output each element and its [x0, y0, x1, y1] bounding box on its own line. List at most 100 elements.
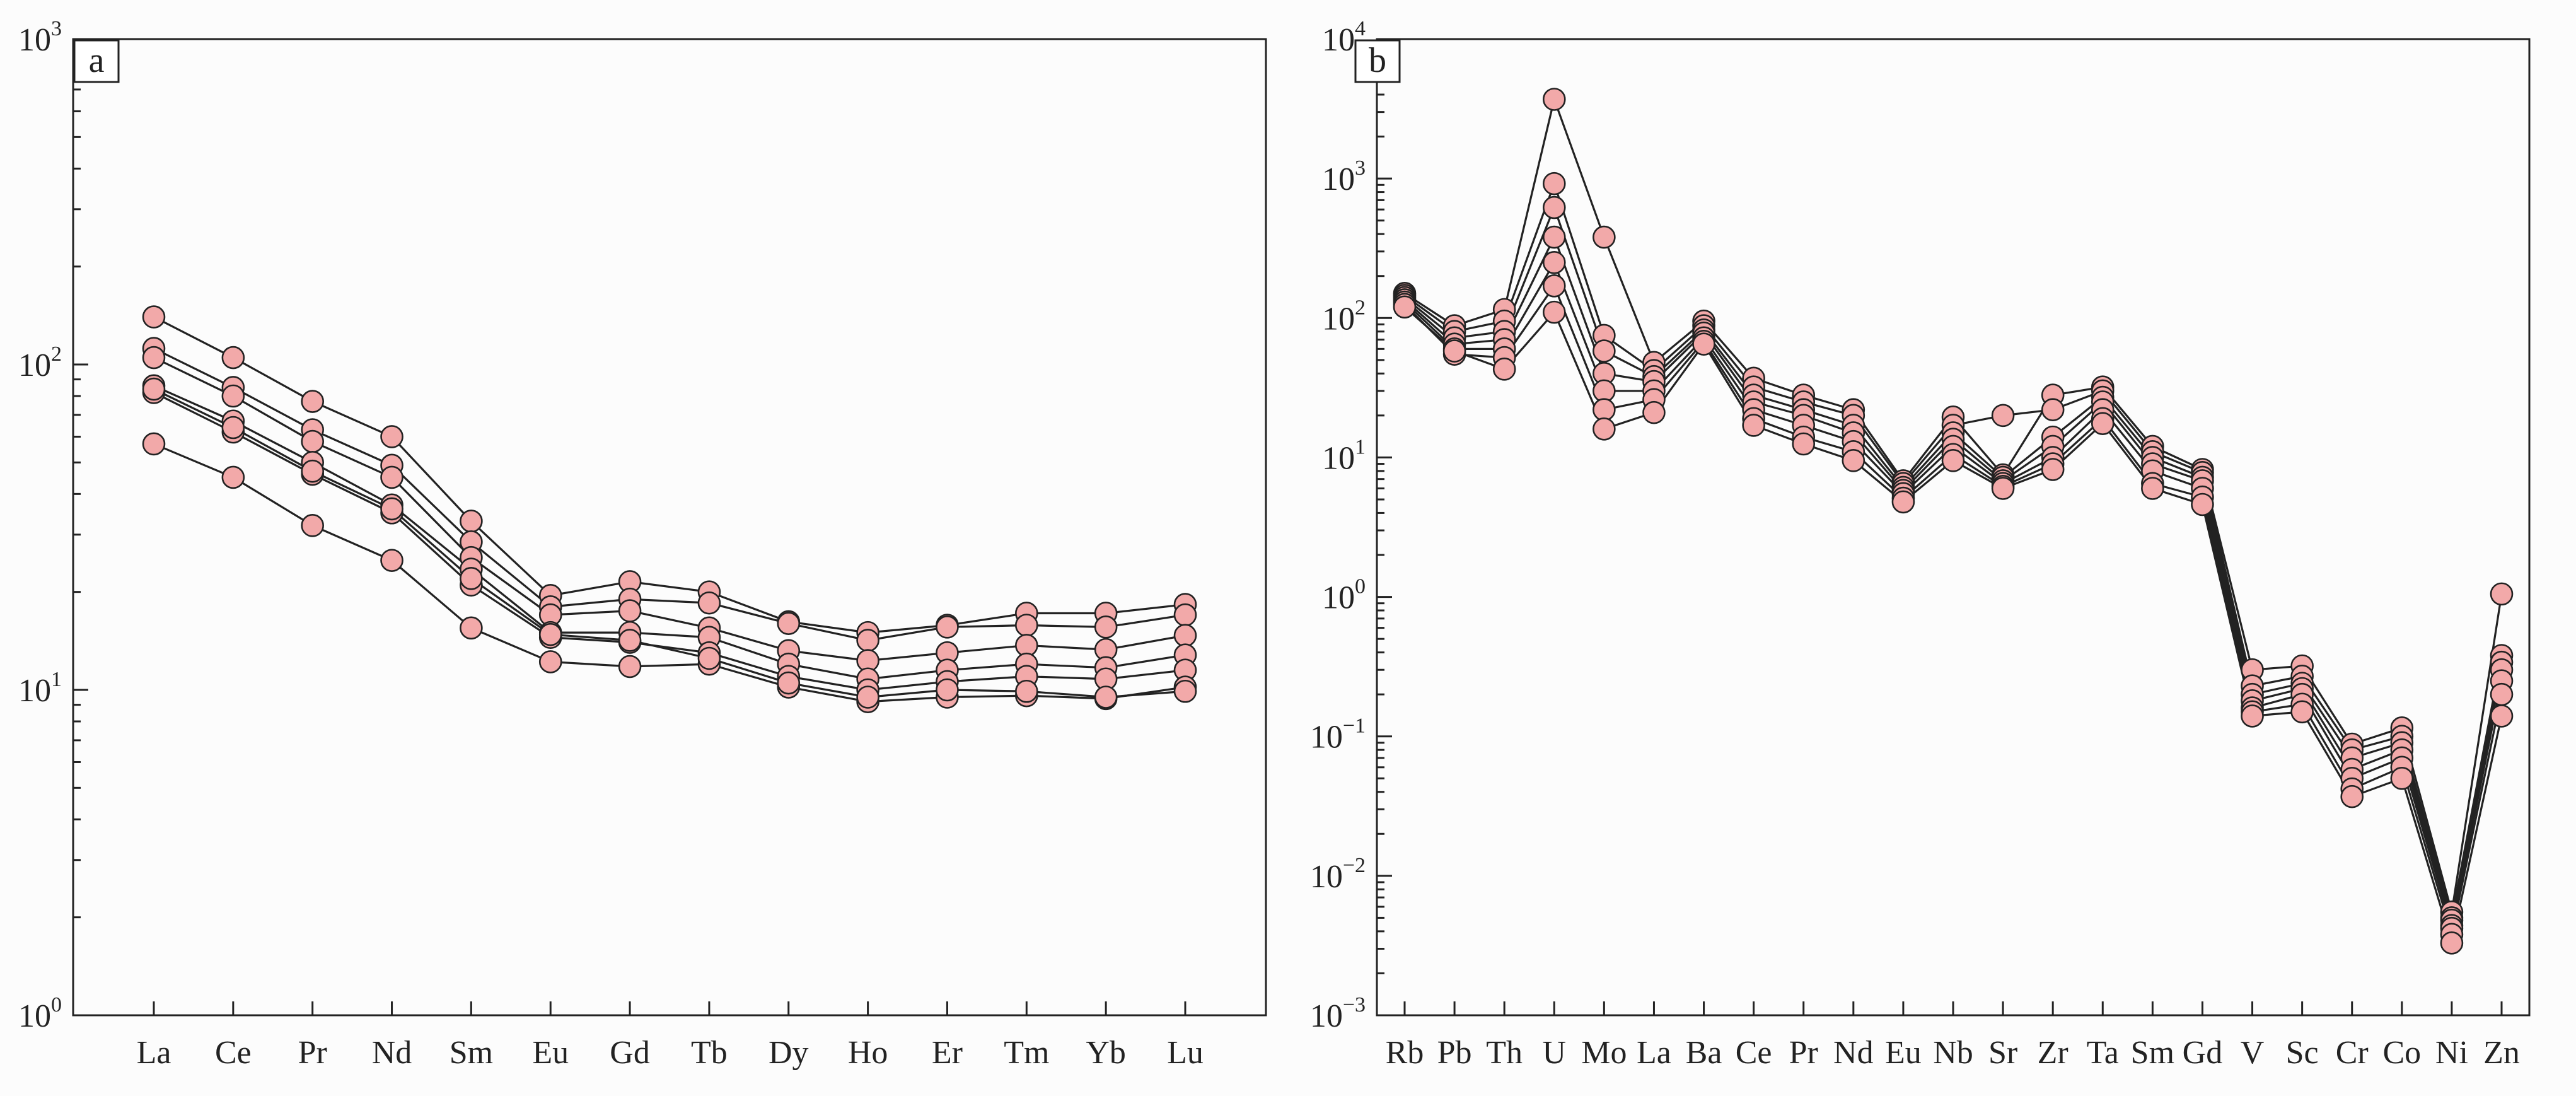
data-point-s7-ni: [2440, 931, 2464, 955]
data-point-s2-yb: [1094, 615, 1118, 639]
series-line-s6: [153, 443, 1186, 703]
data-point-s7-pb: [1442, 339, 1466, 363]
data-point-s7-sm: [460, 567, 483, 590]
data-point-s6-la: [142, 432, 166, 456]
y-tick-exponent: 1: [51, 668, 62, 691]
y-tick-base: 10: [1310, 998, 1343, 1034]
y-tick-exponent: 0: [51, 993, 62, 1017]
y-tick-base: 10: [18, 22, 51, 58]
data-point-s7-tm: [1015, 679, 1038, 703]
y-tick-label: 101: [1322, 435, 1366, 476]
data-point-s1-ce: [221, 346, 245, 370]
y-tick-base: 10: [1322, 440, 1355, 476]
panel-label-box: [73, 39, 120, 83]
x-tick-label-pb: Pb: [1437, 1035, 1472, 1071]
y-tick-label: 104: [1322, 17, 1366, 58]
y-tick-exponent: −3: [1343, 993, 1366, 1017]
data-point-s7-rb: [1393, 295, 1417, 319]
series-line-s2: [153, 347, 1186, 642]
x-tick-label-ba: Ba: [1686, 1035, 1722, 1071]
y-tick-exponent: 1: [1355, 435, 1366, 458]
y-tick-exponent: 0: [1355, 575, 1366, 598]
data-point-s6-mo: [1593, 398, 1616, 422]
y-tick-label: 10−1: [1310, 714, 1366, 755]
data-point-s7-ho: [856, 685, 879, 709]
x-tick-label-zr: Zr: [2038, 1035, 2068, 1071]
data-point-s7-eu: [538, 622, 562, 646]
data-point-s7-ce: [1742, 414, 1765, 437]
data-point-s7-mo: [1593, 417, 1616, 441]
data-point-s1-sm: [460, 510, 483, 533]
data-point-s7-nd: [380, 497, 403, 521]
x-tick-label-tb: Tb: [691, 1035, 728, 1071]
y-tick-label: 100: [18, 993, 62, 1034]
data-point-s7-pr: [1792, 432, 1816, 456]
data-point-s7-ba: [1692, 332, 1715, 356]
data-point-s7-gd: [618, 629, 642, 652]
x-tick-label-nd: Nd: [1833, 1035, 1874, 1071]
data-point-s7-co: [2390, 766, 2414, 790]
data-point-s2-sr: [1991, 404, 2015, 428]
x-tick-label-yb: Yb: [1086, 1035, 1126, 1071]
y-tick-base: 10: [1322, 301, 1355, 337]
data-point-s2-tm: [1015, 614, 1038, 637]
x-tick-label-nd: Nd: [372, 1035, 412, 1071]
data-point-s6-gd: [618, 655, 642, 679]
y-tick-label: 100: [1322, 575, 1366, 616]
x-tick-label-v: V: [2241, 1035, 2265, 1071]
data-point-s3-pr: [301, 429, 324, 453]
data-point-s3-ce: [221, 384, 245, 408]
data-point-s7-eu: [1891, 490, 1915, 514]
data-point-s1-pr: [301, 390, 324, 413]
x-tick-label-nb: Nb: [1933, 1035, 1973, 1071]
x-tick-label-ta: Ta: [2087, 1035, 2119, 1071]
data-point-s3-la: [142, 346, 166, 370]
panel-label-box: [1354, 39, 1401, 83]
data-point-s7-pr: [301, 459, 324, 483]
data-point-s7-yb: [1094, 685, 1118, 709]
series-line-s5: [153, 392, 1186, 691]
x-tick-label-tm: Tm: [1004, 1035, 1049, 1071]
data-point-s2-zr: [2041, 398, 2065, 422]
data-point-s3-lu: [1173, 624, 1197, 647]
data-point-s6-ce: [221, 465, 245, 489]
x-tick-label-eu: Eu: [532, 1035, 569, 1071]
x-tick-label-la: La: [137, 1035, 171, 1071]
x-tick-label-la: La: [1637, 1035, 1671, 1071]
data-point-s1-nd: [380, 425, 403, 448]
data-point-s2-tb: [697, 591, 721, 615]
data-point-s6-u: [1542, 274, 1566, 298]
y-tick-exponent: 2: [1355, 296, 1366, 319]
y-tick-base: 10: [18, 998, 51, 1034]
panel-label: a: [89, 41, 105, 80]
y-tick-base: 10: [1322, 161, 1355, 197]
x-tick-label-pr: Pr: [298, 1035, 327, 1071]
data-point-s6-nd: [380, 549, 403, 572]
y-tick-label: 103: [1322, 156, 1366, 197]
y-tick-exponent: −1: [1343, 714, 1366, 738]
series-line-s1: [153, 316, 1186, 634]
data-point-s4-u: [1542, 225, 1566, 249]
data-point-s7-cr: [2340, 784, 2364, 808]
y-tick-base: 10: [18, 347, 51, 383]
x-tick-label-gd: Gd: [610, 1035, 650, 1071]
data-point-s2-er: [936, 615, 959, 639]
data-point-s6-pr: [301, 514, 324, 537]
data-point-s7-sm: [2141, 477, 2164, 500]
y-tick-base: 10: [1322, 580, 1355, 616]
data-point-s5-u: [1542, 250, 1566, 274]
data-point-s7-zn: [2490, 704, 2514, 728]
x-tick-label-rb: Rb: [1386, 1035, 1424, 1071]
data-point-s7-er: [936, 678, 959, 702]
data-point-s2-dy: [777, 612, 801, 635]
data-point-s7-dy: [777, 671, 801, 695]
y-tick-base: 10: [1310, 859, 1343, 895]
y-tick-label: 10−3: [1310, 993, 1366, 1034]
y-tick-label: 103: [18, 17, 62, 58]
series-line-s7: [153, 388, 1186, 699]
y-tick-label: 101: [18, 668, 62, 709]
x-tick-label-sc: Sc: [2286, 1035, 2319, 1071]
y-tick-exponent: −2: [1343, 854, 1366, 877]
x-tick-label-sr: Sr: [1988, 1035, 2017, 1071]
